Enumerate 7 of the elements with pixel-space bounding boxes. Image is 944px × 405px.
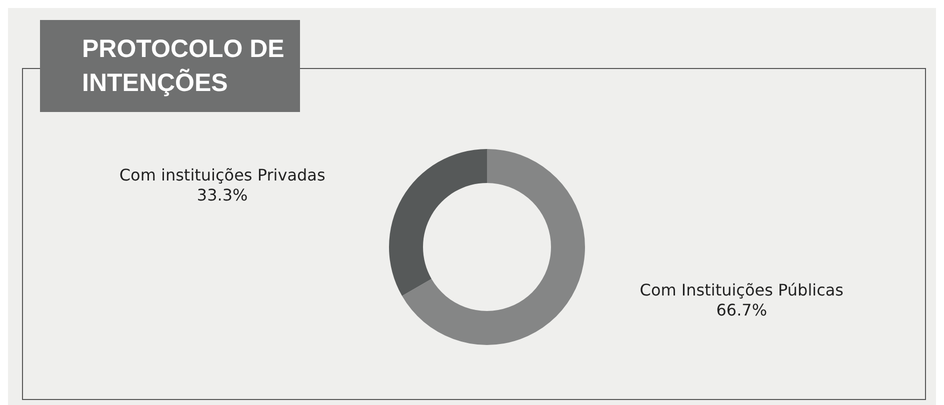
donut-slice — [402, 149, 585, 345]
slice-label: Com instituições Privadas — [119, 165, 326, 184]
chart-title: PROTOCOLO DE INTENÇÕES — [40, 20, 300, 112]
data-label: 33.3% — [196, 185, 248, 204]
donut-slice — [389, 149, 487, 296]
data-label: 66.7% — [716, 300, 768, 320]
slice-label: Com Instituições Públicas — [640, 280, 844, 300]
